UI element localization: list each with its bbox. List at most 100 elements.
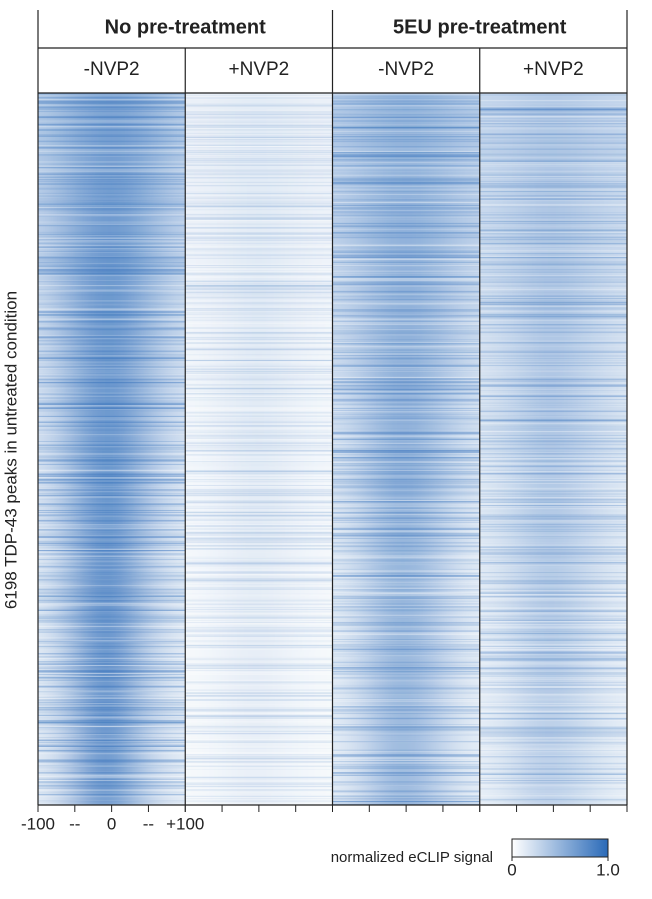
heatmap-cell	[323, 360, 333, 450]
heatmap-cell	[599, 182, 619, 272]
heatmap-cell	[286, 627, 306, 717]
heatmap-cell	[580, 627, 600, 717]
heatmap-cell	[378, 360, 398, 450]
heatmap-cell	[47, 360, 67, 450]
heatmap-cell	[194, 93, 214, 183]
heatmap-cell	[507, 716, 527, 805]
heatmap-cell	[378, 716, 398, 805]
heatmap-cell	[47, 627, 67, 717]
heatmap-cell	[507, 627, 527, 717]
texture	[479, 93, 627, 802]
condition-label: +NVP2	[523, 59, 584, 80]
heatmap-cell	[102, 93, 122, 183]
heatmap-cell	[525, 449, 545, 539]
heatmap-cell	[599, 271, 619, 361]
heatmap-cell	[304, 716, 324, 805]
heatmap-cell	[479, 449, 490, 539]
x-tick-label: --	[69, 814, 80, 833]
heatmap-cell	[249, 360, 269, 450]
heatmap-cell	[268, 538, 287, 628]
heatmap-cell	[231, 716, 251, 805]
heatmap-cell	[360, 93, 380, 183]
heatmap-cell	[580, 538, 600, 628]
heatmap-cell	[396, 716, 416, 805]
heatmap-cell	[580, 182, 600, 272]
heatmap-cell	[38, 627, 48, 717]
heatmap-cell	[525, 271, 545, 361]
heatmap-cell	[341, 538, 361, 628]
heatmap-cell	[286, 271, 306, 361]
heatmap-cell	[507, 449, 527, 539]
heatmap-cell	[157, 538, 177, 628]
heatmap-cell	[47, 182, 67, 272]
heatmap-cell	[185, 271, 195, 361]
heatmap-cell	[157, 182, 177, 272]
condition-label: +NVP2	[229, 59, 290, 80]
heatmap-cell	[479, 93, 490, 183]
heatmap-cell	[304, 627, 324, 717]
heatmap-cell	[415, 360, 435, 450]
heatmap-cell	[84, 627, 103, 717]
heatmap-cells	[479, 93, 627, 805]
heatmap-cell	[268, 360, 287, 450]
heatmap-cell	[479, 360, 490, 450]
heatmap-cell	[396, 93, 416, 183]
heatmap-cell	[84, 93, 103, 183]
heatmap-cell	[433, 182, 453, 272]
heatmap-cell	[84, 271, 103, 361]
heatmap-cell	[157, 627, 177, 717]
heatmap-cell	[65, 627, 85, 717]
heatmap-cell	[617, 93, 627, 183]
heatmap-cell	[139, 538, 159, 628]
heatmap-cell	[452, 449, 472, 539]
heatmap-cell	[304, 182, 324, 272]
heatmap-cell	[360, 271, 380, 361]
heatmap-cell	[286, 182, 306, 272]
heatmap-cell	[194, 716, 214, 805]
heatmap-cell	[525, 182, 545, 272]
heatmap-cell	[396, 271, 416, 361]
heatmap-cell	[396, 627, 416, 717]
heatmap-cell	[332, 360, 343, 450]
heatmap-cell	[212, 716, 232, 805]
texture	[185, 94, 333, 805]
condition-label: -NVP2	[378, 59, 434, 80]
heatmap-cell	[341, 271, 361, 361]
heatmap-cell	[139, 271, 159, 361]
heatmap-cell	[139, 449, 159, 539]
heatmap-cell	[286, 93, 306, 183]
heatmap-cell	[176, 93, 186, 183]
heatmap-cell	[304, 360, 324, 450]
heatmap-cell	[617, 627, 627, 717]
heatmap-cell	[157, 716, 177, 805]
heatmap-cell	[286, 360, 306, 450]
heatmap-cell	[120, 182, 140, 272]
heatmap-cell	[194, 271, 214, 361]
heatmap-cell	[470, 271, 480, 361]
heatmap-cell	[544, 716, 564, 805]
heatmap-cell	[599, 93, 619, 183]
heatmap-cell	[249, 271, 269, 361]
heatmap-cell	[176, 716, 186, 805]
heatmap-cell	[47, 538, 67, 628]
heatmap-cell	[38, 271, 48, 361]
heatmap-cell	[470, 716, 480, 805]
heatmap-cell	[488, 182, 508, 272]
heatmap-cell	[47, 271, 67, 361]
texture	[332, 93, 480, 805]
heatmap-cell	[323, 538, 333, 628]
heatmap-cell	[433, 271, 453, 361]
heatmap-cell	[38, 182, 48, 272]
heatmap-cell	[415, 716, 435, 805]
heatmap-cell	[396, 182, 416, 272]
heatmap-cell	[102, 182, 122, 272]
heatmap-cell	[268, 182, 287, 272]
heatmap-cell	[185, 449, 195, 539]
heatmap-cell	[341, 360, 361, 450]
heatmap-cell	[212, 627, 232, 717]
heatmap-cell	[231, 627, 251, 717]
heatmap-cell	[580, 271, 600, 361]
heatmap-cell	[231, 182, 251, 272]
heatmap-cell	[304, 93, 324, 183]
heatmap-cell	[525, 627, 545, 717]
